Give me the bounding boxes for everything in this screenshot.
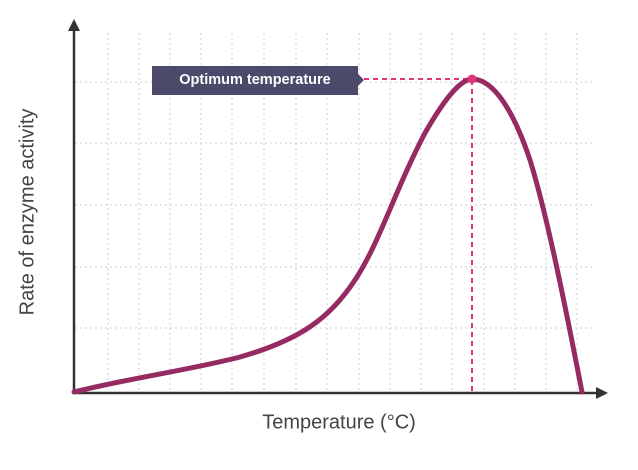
x-axis-arrow-icon: [596, 387, 608, 399]
x-axis-label: Temperature (°C): [262, 411, 416, 434]
optimum-temperature-callout: Optimum temperature: [152, 66, 364, 95]
optimum-point-marker: [467, 74, 477, 84]
enzyme-activity-curve: [71, 76, 585, 395]
y-axis-arrow-icon: [68, 19, 80, 31]
optimum-guides: [364, 78, 473, 392]
y-axis-label: Rate of enzyme activity: [16, 108, 39, 316]
axes: [68, 19, 608, 399]
